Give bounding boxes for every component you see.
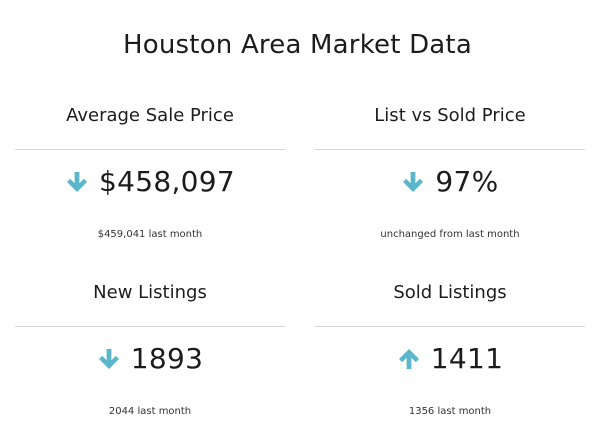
metric-heading: New Listings bbox=[93, 282, 207, 303]
arrow-down-icon bbox=[65, 170, 89, 194]
divider bbox=[315, 149, 585, 150]
divider bbox=[315, 326, 585, 327]
arrow-up-icon bbox=[397, 347, 421, 371]
metric-value: 1893 bbox=[130, 342, 204, 375]
metric-card-list-vs-sold-price: List vs Sold Price 97% unchanged from la… bbox=[315, 105, 585, 255]
metric-value-row: 1411 bbox=[315, 342, 585, 376]
metric-card-average-sale-price: Average Sale Price $458,097 $459,041 las… bbox=[15, 105, 285, 255]
metric-note: $459,041 last month bbox=[97, 229, 203, 240]
metric-heading: Average Sale Price bbox=[66, 105, 234, 126]
arrow-down-icon bbox=[97, 347, 121, 371]
metric-note: unchanged from last month bbox=[380, 229, 520, 240]
page-title: Houston Area Market Data bbox=[123, 30, 472, 60]
metric-heading: List vs Sold Price bbox=[374, 105, 526, 126]
metric-note: 1356 last month bbox=[408, 406, 492, 417]
metric-card-new-listings: New Listings 1893 2044 last month bbox=[15, 282, 285, 432]
metric-value: $458,097 bbox=[98, 165, 235, 198]
arrow-down-icon bbox=[401, 170, 425, 194]
metric-note: 2044 last month bbox=[108, 406, 192, 417]
metric-value: 1411 bbox=[430, 342, 504, 375]
metric-value-row: 1893 bbox=[15, 342, 285, 376]
metric-card-sold-listings: Sold Listings 1411 1356 last month bbox=[315, 282, 585, 432]
divider bbox=[15, 149, 285, 150]
metric-value: 97% bbox=[435, 165, 499, 198]
metric-heading: Sold Listings bbox=[393, 282, 507, 303]
divider bbox=[15, 326, 285, 327]
metric-value-row: 97% bbox=[315, 165, 585, 199]
metric-value-row: $458,097 bbox=[15, 165, 285, 199]
